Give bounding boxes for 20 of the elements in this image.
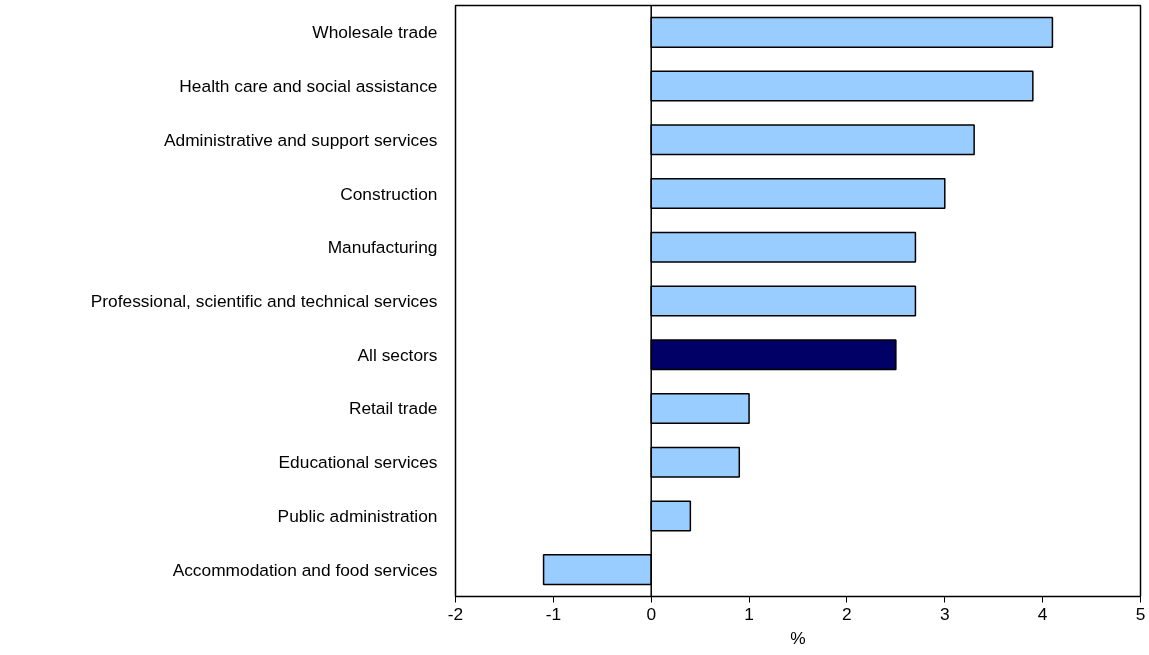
y-tick-label: Wholesale trade	[312, 22, 438, 43]
y-tick-label: Construction	[340, 183, 438, 204]
x-tick-label: 0	[646, 603, 657, 624]
x-tick-label: -2	[447, 603, 464, 624]
x-tick-label: 3	[939, 603, 950, 624]
y-tick-label: Accommodation and food services	[172, 559, 438, 580]
x-tick-label: 1	[744, 603, 754, 624]
y-tick-label: Administrative and support services	[163, 129, 438, 150]
y-tick-label: Public administration	[277, 505, 438, 526]
x-tick-label: -1	[545, 603, 562, 624]
x-tick-label: 5	[1135, 603, 1146, 624]
y-tick-label: All sectors	[357, 344, 438, 365]
y-tick-label: Retail trade	[348, 398, 438, 419]
y-tick-label: Educational services	[278, 452, 438, 473]
x-tick-label: 4	[1037, 603, 1048, 624]
y-tick-label: Manufacturing	[327, 237, 438, 258]
x-tick-label: 2	[842, 603, 852, 624]
y-tick-label: Health care and social assistance	[179, 76, 438, 97]
y-tick-label: Professional, scientific and technical services	[90, 291, 438, 311]
x-axis-title: %	[790, 627, 806, 648]
